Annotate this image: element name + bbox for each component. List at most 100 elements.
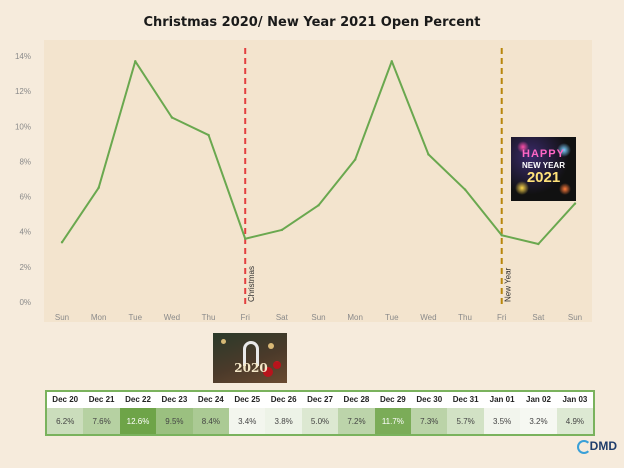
data-point [463,188,467,191]
x-tick-label: Tue [385,313,399,322]
table-column: Jan 03 4.9% [556,392,594,434]
table-cell: 11.7% [374,408,412,434]
table-cell: 3.4% [229,408,266,434]
christmas-ornaments-icon [273,361,281,369]
table-header: Dec 29 [374,392,412,408]
x-tick-label: Sun [55,313,69,322]
x-tick-label: Sat [276,313,289,322]
data-point [134,60,137,63]
data-point [353,158,357,161]
table-column: Dec 25 3.4% [229,392,266,434]
table-header: Jan 02 [520,392,557,408]
x-tick-label: Mon [91,313,107,322]
x-tick-label: Thu [202,313,216,322]
table-header: Jan 03 [556,392,594,408]
y-tick-label: 2% [19,263,31,272]
fireworks-icon [517,141,529,153]
table-column: Dec 27 5.0% [301,392,339,434]
table-header: Dec 26 [265,392,302,408]
data-point [317,204,320,207]
table-header: Dec 20 [47,392,84,408]
daily-open-table: Dec 20 6.2% Dec 21 7.6% Dec 22 12.6% Dec 23 9.5… [45,390,595,436]
candy-cane-icon [243,341,259,366]
x-tick-label: Sun [568,313,582,322]
x-tick-label: Sun [311,313,325,322]
y-tick-label: 12% [15,87,31,96]
x-tick-label: Sat [532,313,545,322]
table-column: Dec 24 8.4% [192,392,230,434]
new-year-text-happy: HAPPY [522,148,565,160]
data-point [500,234,503,237]
table-cell: 9.5% [156,408,193,434]
table-header: Dec 27 [301,392,339,408]
y-tick-label: 10% [15,122,31,131]
dmd-logo-icon [577,440,591,454]
table-cell: 7.6% [83,408,120,434]
table-cell: 5.0% [301,408,339,434]
christmas-image: 2020 [213,333,287,383]
data-point [60,241,64,244]
x-tick-label: Mon [347,313,363,322]
table-cell: 3.8% [265,408,302,434]
fireworks-icon [559,183,571,195]
christmas-text-2020: 2020 [234,361,268,375]
x-tick-label: Fri [241,313,251,322]
y-tick-label: 0% [19,298,31,307]
data-point [427,153,430,156]
new-year-text-new-year: NEW YEAR [522,161,565,170]
data-point [390,60,393,63]
data-point [207,133,210,137]
y-tick-label: 8% [19,157,31,166]
data-point [537,242,540,246]
x-tick-label: Thu [458,313,472,322]
data-point [170,116,174,119]
table-header: Dec 28 [338,392,375,408]
dmd-logo: DMD [577,439,617,463]
table-header: Jan 01 [483,392,521,408]
light-icon [221,339,226,344]
chart-title: Christmas 2020/ New Year 2021 Open Perce… [143,15,480,30]
x-tick-label: Wed [420,313,436,322]
y-tick-label: 4% [19,228,31,237]
table-cell: 8.4% [192,408,230,434]
table-cell: 12.6% [119,408,157,434]
data-point [244,237,247,240]
y-tick-label: 6% [19,193,31,202]
table-cell: 4.9% [556,408,594,434]
x-tick-label: Fri [497,313,507,322]
dmd-logo-text: DMD [589,439,617,453]
table-cell: 3.2% [520,408,557,434]
data-point [97,186,100,189]
table-column: Dec 21 7.6% [83,392,120,434]
new-year-text-year: 2021 [526,169,561,186]
table-header: Dec 31 [447,392,484,408]
table-header: Dec 25 [229,392,266,408]
data-point [280,228,284,232]
annotation-label: New Year [504,267,513,302]
fireworks-icon [515,181,529,195]
table-column: Dec 23 9.5% [156,392,193,434]
table-header: Dec 24 [192,392,230,408]
table-header: Dec 30 [411,392,448,408]
table-column: Dec 29 11.7% [374,392,412,434]
x-tick-label: Tue [129,313,143,322]
table-cell: 5.7% [447,408,484,434]
table-cell: 7.2% [338,408,375,434]
plot-area [44,40,592,322]
table-cell: 7.3% [411,408,448,434]
table-cell: 6.2% [47,408,84,434]
table-column: Dec 26 3.8% [265,392,302,434]
table-column: Dec 31 5.7% [447,392,484,434]
table-header: Dec 23 [156,392,193,408]
x-tick-label: Wed [164,313,180,322]
fireworks-icon [557,143,571,157]
new-year-image: HAPPY NEW YEAR 2021 [511,137,576,201]
table-header: Dec 21 [83,392,120,408]
table-column: Dec 22 12.6% [119,392,157,434]
y-tick-label: 14% [15,52,31,61]
table-column: Jan 01 3.5% [483,392,521,434]
annotation-label: Christmas [247,266,256,302]
data-point [573,202,577,205]
table-column: Dec 30 7.3% [411,392,448,434]
